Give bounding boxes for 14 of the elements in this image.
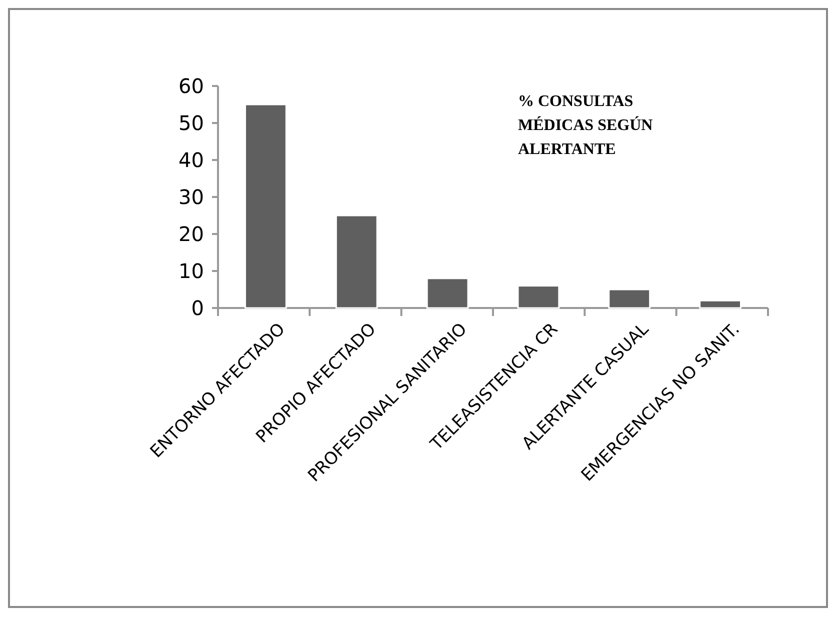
bar xyxy=(335,214,378,309)
y-tick-label: 40 xyxy=(178,148,204,172)
bar xyxy=(608,288,651,309)
bar xyxy=(244,104,287,309)
bar xyxy=(426,278,469,309)
y-tick-label: 50 xyxy=(178,111,204,135)
text: % CONSULTAS MÉDICAS SEGÚN ALERTANTE xyxy=(518,93,654,158)
y-tick-label: 60 xyxy=(178,74,204,98)
y-tick-label: 30 xyxy=(178,185,204,209)
y-tick-label: 10 xyxy=(178,259,204,283)
y-tick-label: 0 xyxy=(191,296,204,320)
bar xyxy=(517,285,560,309)
y-tick-label: 20 xyxy=(178,222,204,246)
bar xyxy=(699,300,742,309)
